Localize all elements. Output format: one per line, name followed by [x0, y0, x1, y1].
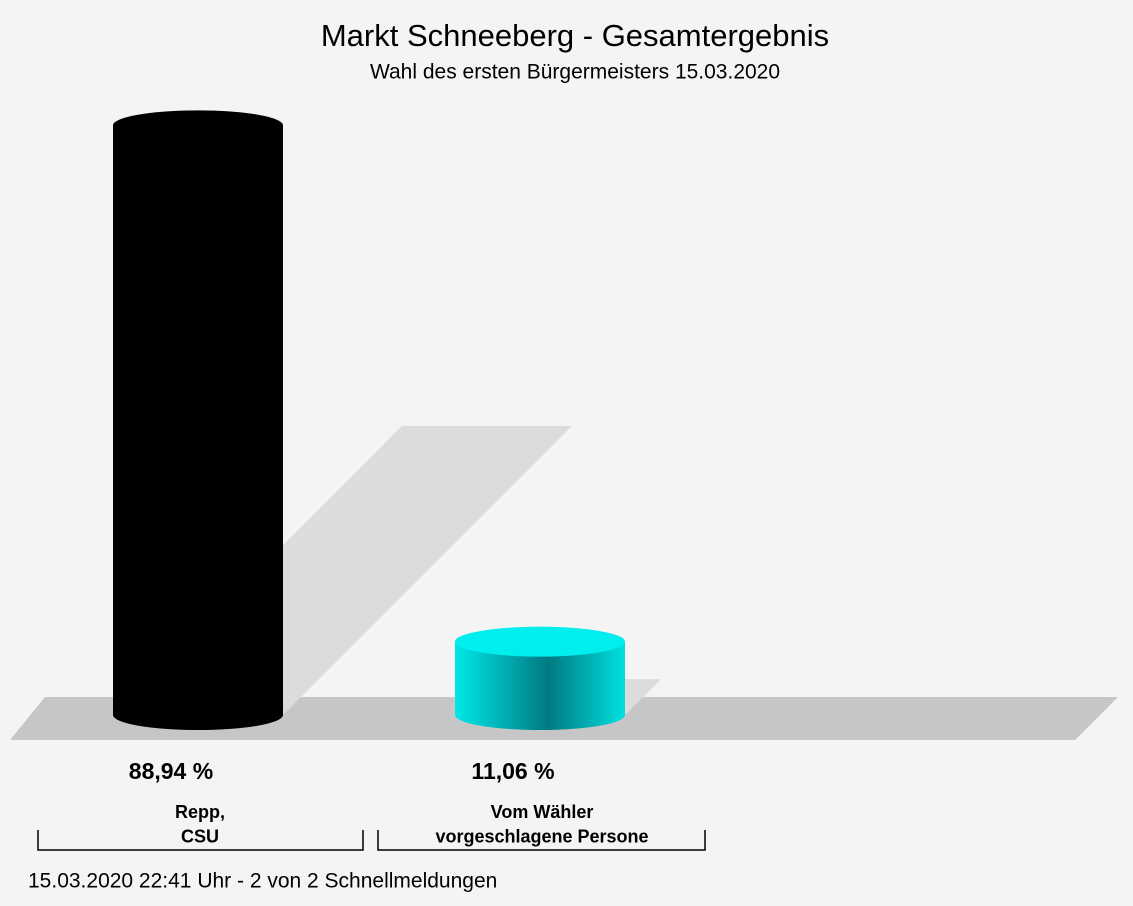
chart-subtitle: Wahl des ersten Bürgermeisters 15.03.202…: [370, 61, 780, 84]
chart-title: Markt Schneeberg - Gesamtergebnis: [321, 18, 829, 53]
bracket: [377, 830, 706, 851]
category-label: Repp, CSU: [175, 802, 225, 846]
category-label: Vom Wähler vorgeschlagene Persone: [435, 802, 648, 846]
bar: [455, 641, 625, 730]
bar: [113, 125, 283, 730]
bar-top: [455, 626, 625, 657]
value-label: 88,94 %: [129, 758, 213, 784]
footer: 15.03.2020 22:41 Uhr - 2 von 2 Schnellme…: [28, 870, 497, 893]
bracket: [37, 830, 364, 851]
value-label: 11,06 %: [471, 758, 554, 784]
bar-top: [113, 110, 283, 141]
